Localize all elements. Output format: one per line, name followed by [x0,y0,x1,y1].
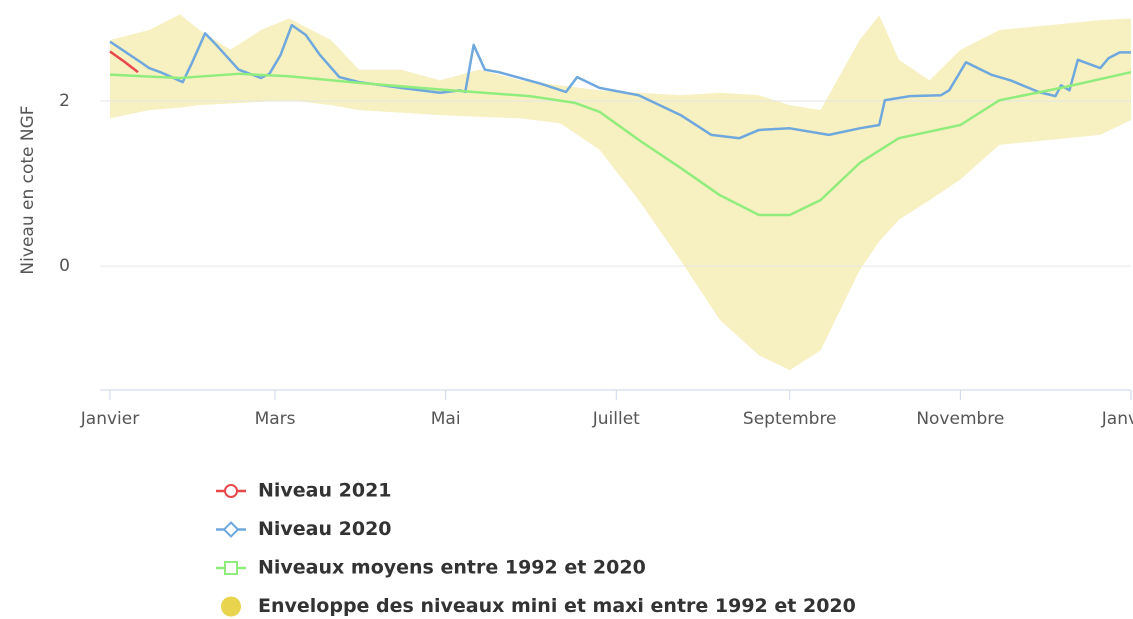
x-tick-label: Mars [255,409,296,429]
x-tick-label: Novembre [916,409,1004,429]
x-tick-label: Janvier [80,409,139,429]
legend-label: Niveau 2021 [258,480,392,502]
legend-marker [221,596,241,617]
y-axis-label: Niveau en cote NGF [18,105,38,274]
legend-marker [224,484,238,498]
x-tick-label: Juillet [592,409,640,429]
legend-marker [224,561,238,575]
legend-marker [222,521,240,538]
y-tick-label: 2 [59,91,70,111]
envelope-area [110,14,1131,371]
y-tick-label: 0 [59,256,70,276]
x-tick-label: Mai [431,409,461,429]
legend-label: Niveaux moyens entre 1992 et 2020 [258,557,646,579]
series-line [109,50,139,74]
series-line [109,70,1132,217]
x-tick-label: Septembre [743,409,837,429]
legend-label: Enveloppe des niveaux mini et maxi entre… [258,595,856,617]
x-tick-label: Janvier [1101,409,1133,429]
legend-label: Niveau 2020 [258,518,392,540]
